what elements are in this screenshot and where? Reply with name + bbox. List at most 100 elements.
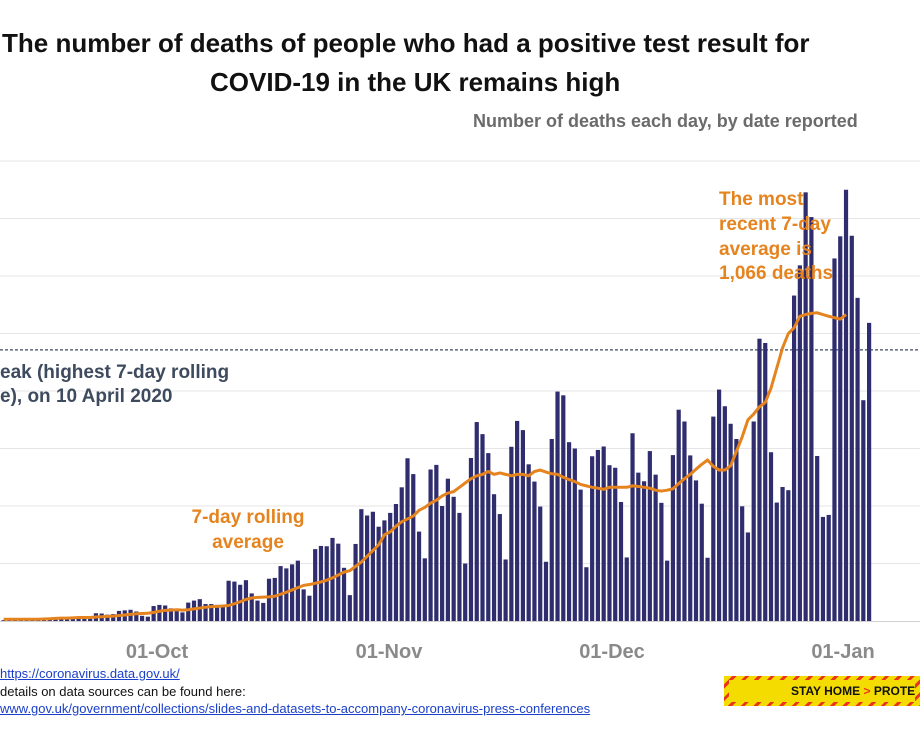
bar <box>867 322 872 621</box>
bar <box>843 189 849 621</box>
source-line: https://coronavirus.data.gov.uk/ <box>0 666 180 681</box>
bar <box>463 563 468 621</box>
bar <box>641 481 647 621</box>
bar <box>474 422 479 621</box>
bar <box>774 502 779 621</box>
bar <box>145 616 150 621</box>
bar <box>543 561 549 621</box>
bar <box>209 604 214 621</box>
bar <box>509 446 514 621</box>
bar <box>751 421 756 621</box>
bar <box>722 406 727 621</box>
recent-average-annotation: average is <box>719 239 812 260</box>
recent-average-annotation: 1,066 deaths <box>719 263 833 284</box>
x-tick-label: 01-Jan <box>811 641 874 663</box>
bar <box>566 442 572 621</box>
bar <box>226 580 231 621</box>
chart-subtitle: Number of deaths each day, by date repor… <box>473 111 858 131</box>
slides-line: www.gov.uk/government/collections/slides… <box>0 701 590 716</box>
bar <box>376 526 381 621</box>
bar <box>313 549 318 622</box>
bar <box>728 423 733 621</box>
bar <box>480 434 485 622</box>
protect-text: PROTECT T <box>873 684 915 698</box>
bar <box>653 474 658 621</box>
bar <box>578 489 583 621</box>
bar <box>682 421 687 621</box>
chart-title-line2: COVID-19 in the UK remains high <box>210 67 620 97</box>
stay-home-banner-text: STAY HOME > PROTECT T <box>729 680 915 702</box>
bar <box>815 455 820 621</box>
bar <box>388 512 393 621</box>
bar <box>168 608 174 621</box>
bar <box>595 449 601 621</box>
bar <box>659 502 664 621</box>
bar <box>503 559 508 621</box>
bar <box>157 604 162 621</box>
bar <box>134 611 139 621</box>
bar <box>486 453 491 621</box>
bar <box>318 545 324 621</box>
bar <box>740 506 745 621</box>
bar <box>163 605 168 621</box>
bar <box>359 509 364 621</box>
bar <box>549 439 554 621</box>
bar <box>584 567 589 621</box>
bar <box>457 512 462 621</box>
bar <box>803 192 808 621</box>
bar <box>538 506 543 621</box>
bar <box>861 400 866 621</box>
bar <box>139 615 145 621</box>
bar <box>174 608 179 621</box>
bar <box>734 439 739 621</box>
bar <box>520 430 525 621</box>
bar <box>763 342 768 621</box>
slides-link[interactable]: www.gov.uk/government/collections/slides… <box>0 701 591 716</box>
bar <box>88 618 93 621</box>
source-link[interactable]: https://coronavirus.data.gov.uk/ <box>0 666 180 681</box>
bar <box>290 564 295 621</box>
bar <box>324 546 329 621</box>
bar <box>618 501 624 621</box>
bar <box>647 451 652 621</box>
stay-home-text: STAY HOME <box>791 684 861 698</box>
bar <box>716 389 722 621</box>
bar <box>180 612 185 622</box>
bar <box>491 494 497 621</box>
bar <box>670 455 676 621</box>
bar <box>711 416 716 621</box>
x-tick-label: 01-Nov <box>356 641 424 663</box>
bar <box>855 297 860 621</box>
bar <box>515 420 520 621</box>
bar <box>636 472 641 621</box>
bar <box>676 409 681 621</box>
rolling-average-label: 7-day rolling <box>192 507 305 528</box>
bar <box>532 481 537 621</box>
recent-average-annotation: recent 7-day <box>719 214 831 235</box>
bar <box>405 458 410 621</box>
bar <box>255 600 260 621</box>
bar <box>301 589 306 622</box>
chart-title-line1: The number of deaths of people who had a… <box>2 28 810 58</box>
bar <box>630 433 635 621</box>
bar <box>411 474 416 621</box>
bar <box>699 503 704 621</box>
bar <box>191 600 197 621</box>
bar <box>838 236 843 621</box>
bar <box>526 464 531 621</box>
bar <box>820 516 826 621</box>
bar <box>428 469 433 621</box>
bar <box>336 543 341 621</box>
bar <box>440 506 445 621</box>
bar <box>561 395 566 621</box>
bar <box>786 490 791 621</box>
peak-annotation: eak (highest 7-day rolling <box>0 362 229 383</box>
bar <box>607 465 612 621</box>
bar <box>399 487 404 621</box>
bar <box>272 577 277 622</box>
bar <box>468 457 474 621</box>
bar <box>284 568 289 621</box>
rolling-average-label: average <box>212 532 284 553</box>
deaths-chart: The number of deaths of people who had a… <box>0 28 920 663</box>
bar <box>797 265 802 621</box>
